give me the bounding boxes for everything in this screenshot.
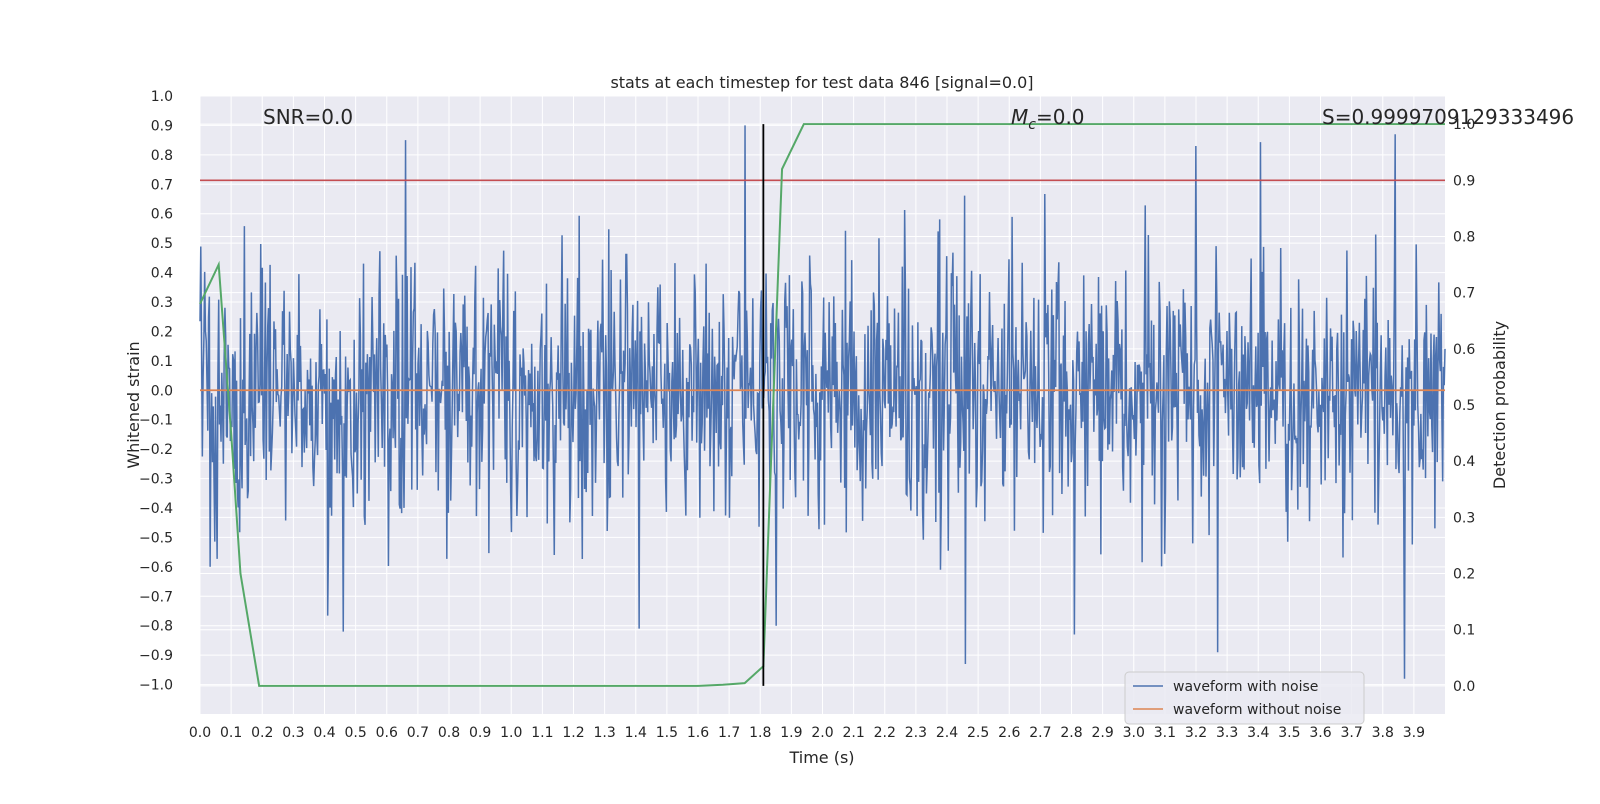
x-tick-label: 0.2 xyxy=(251,725,273,741)
x-tick-label: 2.2 xyxy=(874,725,896,741)
x-tick-labels: 0.0 0.1 0.2 0.3 0.4 0.5 0.6 0.7 0.8 0.9 1.0 1.1 1.2 1… xyxy=(189,725,1425,741)
x-tick-label: 2.5 xyxy=(967,725,989,741)
chart-title: stats at each timestep for test data 846… xyxy=(610,73,1033,92)
y-tick-label: −0.8 xyxy=(139,619,173,635)
y-tick-label: 0.9 xyxy=(151,118,173,134)
x-tick-label: 2.9 xyxy=(1091,725,1113,741)
x-tick-label: 2.3 xyxy=(905,725,927,741)
y-right-axis-label: Detection probability xyxy=(1490,321,1509,489)
y-tick-label: 0.5 xyxy=(151,236,173,252)
x-tick-label: 1.6 xyxy=(687,725,709,741)
mc-annotation: Mc=0.0 xyxy=(1011,105,1085,133)
x-tick-label: 3.3 xyxy=(1216,725,1238,741)
y-tick-label: −0.7 xyxy=(139,589,173,605)
y-right-tick-label: 0.7 xyxy=(1453,286,1475,302)
y-tick-label: 1.0 xyxy=(151,89,173,105)
y-tick-label: −0.6 xyxy=(139,560,173,576)
y-tick-label: 0.0 xyxy=(151,383,173,399)
x-tick-label: 2.7 xyxy=(1029,725,1051,741)
x-tick-label: 3.8 xyxy=(1372,725,1394,741)
y-tick-label: −0.3 xyxy=(139,472,173,488)
y-right-tick-label: 0.0 xyxy=(1453,679,1475,695)
x-tick-label: 0.7 xyxy=(407,725,429,741)
y-right-tick-label: 0.6 xyxy=(1453,342,1475,358)
y-tick-labels: 1.0 0.9 0.8 0.7 0.6 0.5 0.4 0.3 0.2 0.1 0.0 −0.1 −0.… xyxy=(139,89,173,694)
y-tick-label: −1.0 xyxy=(139,678,173,694)
y-tick-label: −0.1 xyxy=(139,413,173,429)
x-tick-label: 0.9 xyxy=(469,725,491,741)
x-tick-label: 1.3 xyxy=(593,725,615,741)
legend-label-noise: waveform with noise xyxy=(1173,679,1318,695)
x-axis-label: Time (s) xyxy=(788,748,854,767)
legend-label-clean: waveform without noise xyxy=(1173,702,1341,718)
series-detection-probability xyxy=(199,123,1445,687)
x-tick-label: 1.0 xyxy=(500,725,522,741)
y-right-tick-label: 0.8 xyxy=(1453,229,1475,245)
mc-symbol: M xyxy=(1011,105,1028,129)
x-tick-label: 1.2 xyxy=(562,725,584,741)
legend-box xyxy=(1124,671,1365,725)
y-tick-label: 0.2 xyxy=(151,324,173,340)
y-tick-label: 0.7 xyxy=(151,177,173,193)
x-tick-label: 3.0 xyxy=(1123,725,1145,741)
x-tick-label: 1.1 xyxy=(531,725,553,741)
x-tick-label: 0.4 xyxy=(313,725,335,741)
x-tick-label: 2.0 xyxy=(811,725,833,741)
x-tick-label: 2.1 xyxy=(842,725,864,741)
x-tick-label: 3.7 xyxy=(1340,725,1362,741)
y-tick-label: 0.4 xyxy=(151,266,173,282)
x-tick-label: 2.8 xyxy=(1060,725,1082,741)
y-tick-label: 0.8 xyxy=(151,148,173,164)
x-tick-label: 3.1 xyxy=(1154,725,1176,741)
snr-annotation: SNR=0.0 xyxy=(263,105,353,129)
y-tick-label: 0.6 xyxy=(151,207,173,223)
x-tick-label: 0.6 xyxy=(376,725,398,741)
x-tick-label: 0.5 xyxy=(344,725,366,741)
mc-subscript: c xyxy=(1028,117,1036,133)
y-tick-label: −0.4 xyxy=(139,501,173,517)
x-tick-label: 0.8 xyxy=(438,725,460,741)
y-tick-label: −0.9 xyxy=(139,648,173,664)
y-right-tick-label: 0.2 xyxy=(1453,567,1475,583)
mc-value: =0.0 xyxy=(1036,105,1085,129)
series-layer xyxy=(199,123,1446,687)
x-tick-label: 0.3 xyxy=(282,725,304,741)
y-tick-label: −0.5 xyxy=(139,530,173,546)
y-axis-label: Whitened strain xyxy=(124,341,143,468)
x-tick-label: 3.6 xyxy=(1309,725,1331,741)
series-waveform-with-noise xyxy=(199,125,1446,679)
y-right-tick-label: 0.1 xyxy=(1453,623,1475,639)
x-tick-label: 1.7 xyxy=(718,725,740,741)
y-right-tick-label: 0.3 xyxy=(1453,510,1475,526)
x-tick-label: 1.8 xyxy=(749,725,771,741)
x-tick-label: 0.1 xyxy=(220,725,242,741)
x-tick-label: 3.9 xyxy=(1403,725,1425,741)
y-tick-label: 0.3 xyxy=(151,295,173,311)
x-tick-label: 1.4 xyxy=(625,725,647,741)
x-tick-label: 0.0 xyxy=(189,725,211,741)
legend: waveform with noise waveform without noi… xyxy=(1124,671,1365,725)
y-tick-label: 0.1 xyxy=(151,354,173,370)
y-right-tick-label: 1.0 xyxy=(1453,117,1475,133)
s-annotation: S=0.9999709129333496 xyxy=(1322,105,1574,129)
x-tick-label: 1.9 xyxy=(780,725,802,741)
y-right-tick-label: 0.5 xyxy=(1453,398,1475,414)
y-right-tick-label: 0.4 xyxy=(1453,454,1475,470)
y-right-tick-labels: 1.0 0.9 0.8 0.7 0.6 0.5 0.4 0.3 0.2 0.1 0.0 xyxy=(1453,117,1475,695)
x-tick-label: 2.6 xyxy=(998,725,1020,741)
x-tick-label: 3.4 xyxy=(1247,725,1269,741)
x-tick-label: 3.5 xyxy=(1278,725,1300,741)
y-tick-label: −0.2 xyxy=(139,442,173,458)
x-tick-label: 2.4 xyxy=(936,725,958,741)
x-tick-label: 1.5 xyxy=(656,725,678,741)
y-right-tick-label: 0.9 xyxy=(1453,173,1475,189)
x-tick-label: 3.2 xyxy=(1185,725,1207,741)
